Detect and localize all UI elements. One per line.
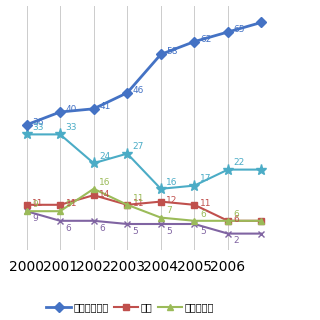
Line: がん: がん: [23, 192, 265, 224]
Text: 40: 40: [66, 105, 77, 114]
その他疾患: [226, 168, 230, 172]
事故・ケガ: [260, 219, 263, 223]
その他疾患: [58, 132, 62, 136]
その他: [25, 209, 28, 213]
がん: [192, 203, 196, 207]
その他: [226, 232, 230, 236]
Text: 41: 41: [99, 102, 111, 111]
Text: 6: 6: [234, 210, 239, 219]
Line: 事故・ケガ: 事故・ケガ: [23, 185, 265, 224]
Text: 7: 7: [166, 206, 172, 215]
Text: 65: 65: [234, 25, 245, 34]
Text: 11: 11: [32, 199, 44, 208]
がん: [260, 219, 263, 223]
その他: [125, 222, 129, 226]
Text: 9: 9: [32, 214, 38, 223]
メンタル疾患: [192, 40, 196, 44]
Line: その他: その他: [23, 208, 265, 237]
Text: 46: 46: [133, 86, 144, 95]
メンタル疾患: [125, 91, 129, 95]
Text: 6: 6: [234, 215, 239, 224]
事故・ケガ: [125, 203, 129, 207]
Text: 11: 11: [66, 199, 77, 208]
Text: 36: 36: [32, 118, 44, 127]
Text: 33: 33: [66, 123, 77, 132]
その他: [192, 222, 196, 226]
がん: [226, 219, 230, 223]
Text: 11: 11: [200, 199, 212, 208]
その他疾患: [192, 184, 196, 188]
メンタル疾患: [226, 30, 230, 34]
メンタル疾患: [260, 20, 263, 24]
事故・ケガ: [92, 187, 96, 191]
その他: [92, 219, 96, 223]
Text: 17: 17: [200, 174, 212, 183]
Line: その他疾患: その他疾患: [21, 129, 267, 194]
がん: [159, 200, 163, 204]
Text: 58: 58: [166, 47, 178, 56]
メンタル疾患: [92, 107, 96, 111]
Legend: メンタル疾患, がん, 事故・ケガ: メンタル疾患, がん, 事故・ケガ: [43, 298, 218, 316]
その他疾患: [125, 152, 129, 156]
事故・ケガ: [226, 219, 230, 223]
その他: [260, 232, 263, 236]
Text: 12: 12: [166, 196, 178, 205]
Text: 2: 2: [234, 236, 239, 245]
Text: 6: 6: [66, 224, 71, 233]
事故・ケガ: [159, 216, 163, 220]
Text: 22: 22: [234, 158, 245, 167]
Text: 62: 62: [200, 35, 211, 44]
がん: [92, 193, 96, 197]
Text: 6: 6: [200, 210, 206, 219]
Text: 16: 16: [99, 178, 111, 187]
メンタル疾患: [159, 52, 163, 56]
その他疾患: [159, 187, 163, 191]
がん: [58, 203, 62, 207]
メンタル疾患: [58, 110, 62, 114]
その他: [58, 219, 62, 223]
Text: 33: 33: [32, 123, 44, 132]
事故・ケガ: [58, 209, 62, 213]
その他疾患: [260, 168, 263, 172]
その他疾患: [92, 161, 96, 165]
Text: 14: 14: [99, 189, 111, 199]
がん: [125, 203, 129, 207]
事故・ケガ: [192, 219, 196, 223]
Text: 5: 5: [166, 227, 172, 236]
事故・ケガ: [25, 209, 28, 213]
がん: [25, 203, 28, 207]
Text: 5: 5: [200, 227, 206, 236]
Text: 24: 24: [99, 152, 110, 161]
その他疾患: [25, 132, 28, 136]
Text: 16: 16: [166, 178, 178, 187]
メンタル疾患: [25, 123, 28, 127]
Line: メンタル疾患: メンタル疾患: [23, 19, 265, 128]
Text: 6: 6: [99, 224, 105, 233]
Text: 9: 9: [66, 200, 71, 209]
Text: 11: 11: [133, 199, 144, 208]
Text: 11: 11: [133, 194, 144, 203]
Text: 9: 9: [32, 200, 38, 209]
Text: 5: 5: [133, 227, 139, 236]
Text: 27: 27: [133, 142, 144, 151]
その他: [159, 222, 163, 226]
